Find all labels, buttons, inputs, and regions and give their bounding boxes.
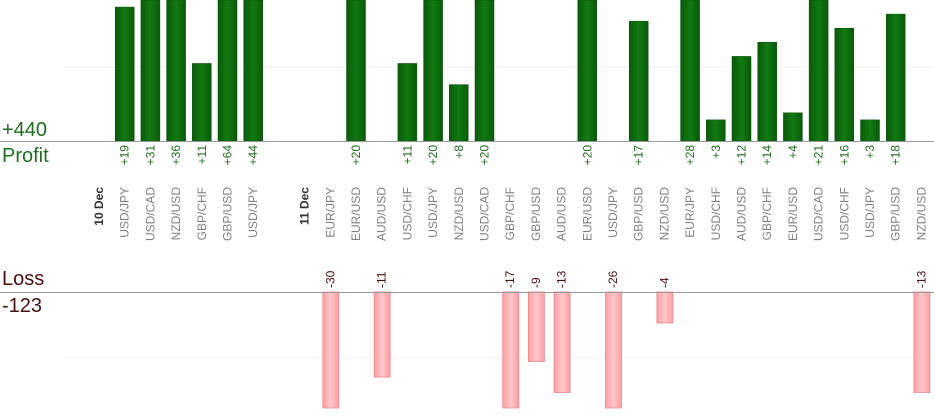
profit-bar <box>423 0 443 142</box>
profit-value-label: +20 <box>580 145 594 166</box>
profit-value-label: +28 <box>683 145 697 166</box>
profit-label: Profit <box>2 145 49 167</box>
profit-value-label: +11 <box>195 145 209 165</box>
pair-label: USD/CHF <box>837 187 851 240</box>
loss-label: Loss <box>2 268 45 290</box>
pair-label: GBP/USD <box>889 187 903 241</box>
profit-bar <box>706 119 726 142</box>
profit-value-label: +36 <box>169 145 183 166</box>
profit-value-label: +14 <box>760 145 774 166</box>
date-label: 11 Dec <box>298 187 312 225</box>
profit-bar <box>166 0 186 142</box>
pair-label: AUD/USD <box>555 187 569 241</box>
profit-value-label: +20 <box>478 145 492 166</box>
loss-value-label: -26 <box>606 270 620 288</box>
pair-label: EUR/JPY <box>323 187 337 238</box>
profit-bar <box>577 0 598 142</box>
profit-bar <box>808 0 829 142</box>
profit-value-label: +17 <box>632 145 646 166</box>
profit-bar <box>449 84 469 142</box>
loss-value-label: -4 <box>657 277 671 288</box>
profit-value-label: +64 <box>221 145 235 166</box>
date-label: 10 Dec <box>92 187 106 226</box>
profit-bar <box>114 6 135 142</box>
pair-label: AUD/USD <box>375 187 389 241</box>
pair-label: USD/CAD <box>143 187 157 241</box>
pair-label: EUR/USD <box>580 187 594 241</box>
profit-value-label: +3 <box>863 145 877 159</box>
pair-label: AUD/USD <box>735 187 749 241</box>
profit-value-label: +3 <box>709 145 723 159</box>
profit-bar <box>680 0 700 142</box>
pair-label: EUR/JPY <box>683 187 697 238</box>
loss-value-label: -13 <box>914 270 928 288</box>
profit-bar <box>474 0 495 142</box>
profit-value-label: +4 <box>786 145 800 159</box>
pair-label: USD/JPY <box>118 187 132 238</box>
loss-bar <box>528 291 545 362</box>
profit-bar <box>628 20 649 142</box>
profit-value-label: +19 <box>118 145 132 166</box>
profit-total: +440 <box>2 119 48 141</box>
loss-value-label: -11 <box>375 271 389 288</box>
profit-bar <box>397 63 418 142</box>
profit-bar <box>731 56 752 142</box>
profit-value-label: +20 <box>426 145 440 166</box>
pair-label: GBP/USD <box>529 187 543 241</box>
profit-value-label: +20 <box>349 145 363 166</box>
profit-bar <box>834 27 855 142</box>
pair-label: USD/CAD <box>478 187 492 241</box>
profit-value-label: +8 <box>452 145 466 159</box>
profit-value-label: +21 <box>812 145 826 166</box>
profit-bar <box>860 119 880 142</box>
loss-value-label: -30 <box>323 270 337 288</box>
pair-label: USD/CHF <box>400 187 414 240</box>
pair-label: GBP/USD <box>221 187 235 241</box>
loss-value-label: -13 <box>555 270 569 288</box>
pair-label: USD/JPY <box>426 187 440 238</box>
pair-label: NZD/USD <box>914 187 928 241</box>
loss-bar <box>502 291 520 409</box>
loss-bar <box>322 291 340 409</box>
pair-label: GBP/CHF <box>503 187 517 240</box>
profit-bar <box>140 0 161 142</box>
pair-label: USD/JPY <box>863 187 877 238</box>
loss-bar <box>913 291 931 393</box>
profit-bar <box>243 0 263 142</box>
profit-bar <box>885 13 906 142</box>
profit-value-label: +12 <box>735 145 749 166</box>
loss-bar <box>553 291 571 393</box>
loss-bar <box>656 291 674 324</box>
pair-label: USD/CAD <box>812 187 826 241</box>
profit-bar <box>757 42 777 142</box>
profit-bar <box>783 112 803 142</box>
pair-label: NZD/USD <box>169 187 183 241</box>
pair-label: NZD/USD <box>657 187 671 241</box>
profit-value-label: +11 <box>400 145 414 165</box>
pair-label: GBP/CHF <box>760 187 774 240</box>
pair-label: GBP/CHF <box>195 187 209 240</box>
loss-bar <box>373 291 391 378</box>
loss-value-label: -17 <box>503 270 517 288</box>
loss-total: -123 <box>2 295 43 317</box>
profit-value-label: +16 <box>837 145 851 166</box>
loss-bar <box>605 291 622 409</box>
profit-bar <box>217 0 238 142</box>
pair-label: USD/JPY <box>606 187 620 238</box>
pair-label: EUR/USD <box>349 187 363 241</box>
profit-value-label: +18 <box>889 145 903 166</box>
pair-label: EUR/USD <box>786 187 800 241</box>
pair-label: GBP/USD <box>632 187 646 241</box>
profit-value-label: +31 <box>143 145 157 166</box>
profit-bar <box>192 63 212 142</box>
profit-value-label: +44 <box>246 145 260 166</box>
pair-label: NZD/USD <box>452 187 466 241</box>
loss-value-label: -9 <box>529 277 543 288</box>
profit-bar <box>346 0 366 142</box>
pair-label: USD/JPY <box>246 187 260 238</box>
pair-label: USD/CHF <box>709 187 723 240</box>
